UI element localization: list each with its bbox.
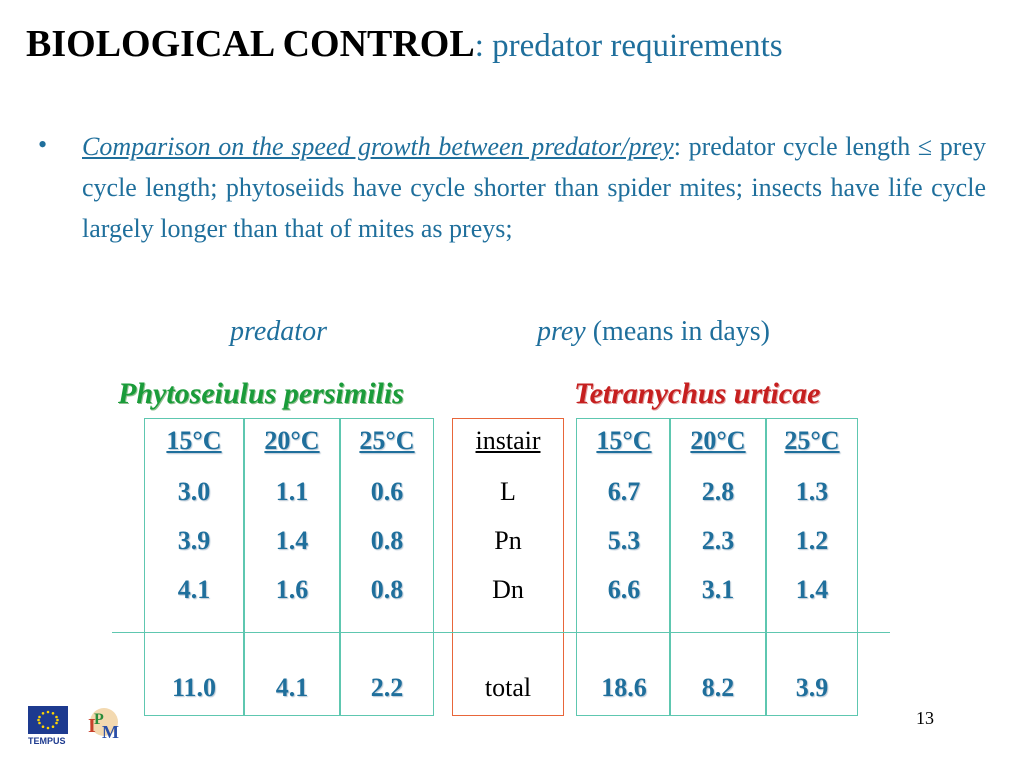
svg-text:P: P: [94, 711, 104, 728]
units-label: (means in days): [592, 316, 771, 347]
prey-temp-15: 15°C: [596, 426, 652, 455]
prey-L-20: 2.8: [701, 477, 735, 506]
prey-species: Tetranychus urticae: [574, 377, 821, 410]
predator-L-20: 1.1: [275, 477, 309, 506]
predator-temp-15: 15°C: [166, 426, 222, 455]
divider-line: [112, 632, 890, 633]
prey-total-20: 8.2: [701, 673, 735, 702]
predator-temp-25: 25°C: [359, 426, 415, 455]
predator-Dn-15: 4.1: [177, 575, 211, 604]
page-number: 13: [916, 708, 934, 728]
predator-total-20: 4.1: [275, 673, 309, 702]
predator-Dn-25: 0.8: [370, 575, 404, 604]
predator-Pn-15: 3.9: [177, 526, 211, 555]
predator-L-15: 3.0: [177, 477, 211, 506]
stage-L: L: [500, 477, 516, 506]
predator-col-3-box: [340, 418, 434, 716]
prey-temp-20: 20°C: [690, 426, 746, 455]
predator-col-1-box: [144, 418, 244, 716]
prey-Dn-15: 6.6: [607, 575, 641, 604]
prey-header: prey (means in days): [537, 316, 771, 347]
predator-L-25: 0.6: [370, 477, 404, 506]
stage-Dn: Dn: [492, 575, 524, 604]
stage-header: instair: [475, 426, 541, 455]
predator-temp-20: 20°C: [264, 426, 320, 455]
prey-Pn-15: 5.3: [607, 526, 641, 555]
stage-col-box: [452, 418, 564, 716]
title-main: BIOLOGICAL CONTROL: [26, 23, 475, 65]
predator-Pn-25: 0.8: [370, 526, 404, 555]
predator-total-25: 2.2: [370, 673, 404, 702]
bullet-lead: Comparison on the speed growth between p…: [82, 132, 674, 161]
ipm-logo-icon: I P M: [82, 704, 122, 748]
title-sub: : predator requirements: [474, 28, 783, 64]
prey-col-2-box: [670, 418, 766, 716]
bullet-paragraph: Comparison on the speed growth between p…: [82, 126, 986, 249]
predator-total-15: 11.0: [171, 673, 217, 702]
predator-Dn-20: 1.6: [275, 575, 309, 604]
prey-L-25: 1.3: [795, 477, 829, 506]
prey-Pn-20: 2.3: [701, 526, 735, 555]
prey-col-3-box: [766, 418, 858, 716]
prey-temp-25: 25°C: [784, 426, 840, 455]
svg-text:M: M: [102, 722, 119, 742]
stage-Pn: Pn: [494, 526, 522, 555]
svg-text:I: I: [88, 715, 96, 737]
stage-total: total: [484, 673, 532, 702]
prey-Dn-25: 1.4: [795, 575, 829, 604]
bullet-dot: •: [38, 130, 48, 159]
prey-Dn-20: 3.1: [701, 575, 735, 604]
slide-title: BIOLOGICAL CONTROL: predator requirement…: [26, 22, 783, 66]
eu-flag-icon: [28, 706, 68, 734]
predator-header: predator: [230, 316, 327, 347]
predator-col-2-box: [244, 418, 340, 716]
prey-L-15: 6.7: [607, 477, 641, 506]
predator-species: Phytoseiulus persimilis: [118, 377, 404, 410]
prey-col-1-box: [576, 418, 670, 716]
prey-Pn-25: 1.2: [795, 526, 829, 555]
tempus-label: TEMPUS: [28, 736, 66, 746]
predator-Pn-20: 1.4: [275, 526, 309, 555]
prey-total-15: 18.6: [601, 673, 647, 702]
bullet-text: : predator cycle length ≤ prey cycle len…: [82, 132, 987, 243]
prey-total-25: 3.9: [795, 673, 829, 702]
